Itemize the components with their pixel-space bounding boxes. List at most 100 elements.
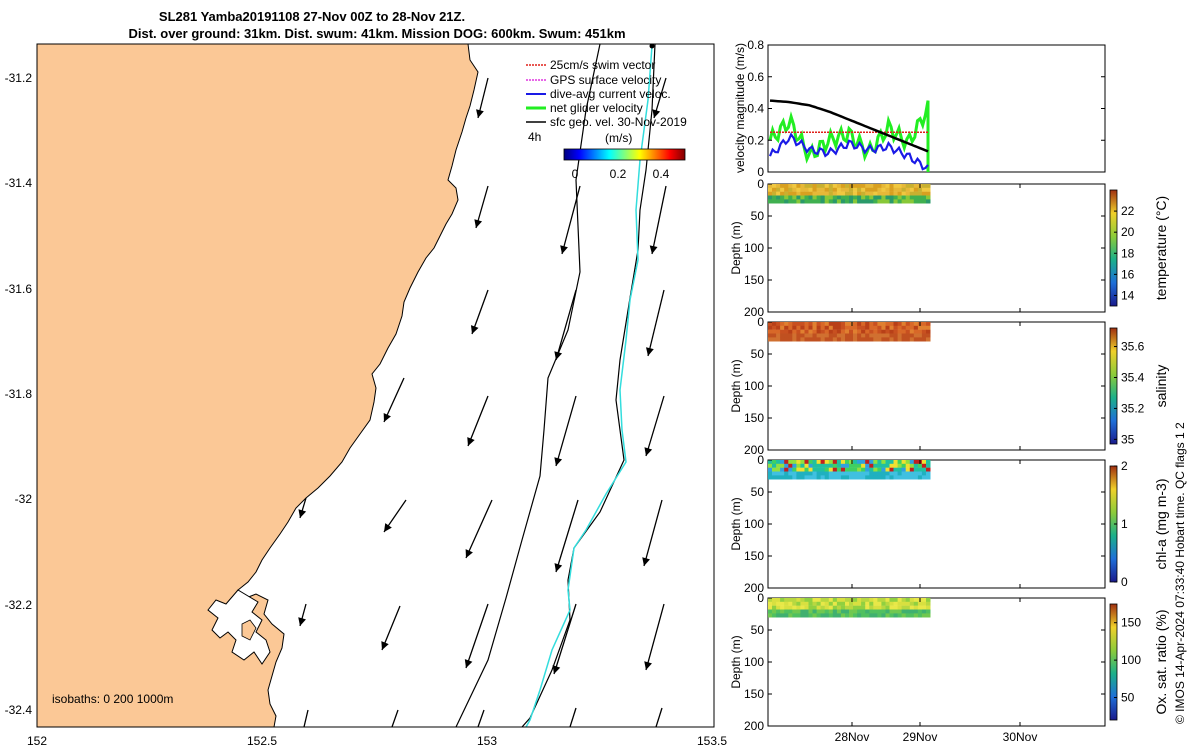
section-data-cell bbox=[861, 333, 866, 338]
section-data-cell bbox=[792, 199, 797, 204]
section-data-cell bbox=[816, 601, 822, 606]
section-data-cell bbox=[873, 195, 878, 200]
section-data-cell bbox=[780, 195, 785, 200]
section-data-cell bbox=[849, 325, 854, 330]
section-data-cell bbox=[808, 598, 813, 603]
section-data-cell bbox=[857, 325, 862, 330]
section-data-cell bbox=[812, 191, 817, 196]
section-data-cell bbox=[772, 609, 777, 614]
section-data-cell bbox=[921, 471, 927, 476]
section-data-cell bbox=[824, 187, 830, 192]
section-data-cell bbox=[768, 337, 773, 342]
section-data-cell bbox=[905, 601, 911, 606]
section-data-cell bbox=[889, 475, 894, 480]
legend-label-geo: sfc geo. vel. 30-Nov-2019 bbox=[550, 115, 687, 129]
section-data-cell bbox=[917, 195, 923, 200]
section-data-cell bbox=[853, 609, 858, 614]
velocity-y-tick: 0.8 bbox=[747, 38, 764, 52]
section-data-cell bbox=[796, 184, 801, 189]
geo-velocity-arrow bbox=[643, 499, 663, 567]
section-data-cell bbox=[832, 325, 838, 330]
isobath-200m bbox=[455, 44, 601, 727]
section-data-cell bbox=[780, 329, 785, 334]
geo-velocity-arrowhead bbox=[298, 617, 306, 626]
section-data-cell bbox=[792, 329, 797, 334]
section-data-cell bbox=[812, 601, 817, 606]
section-data-cell bbox=[926, 329, 931, 334]
colorbar-tick: 20 bbox=[1121, 225, 1135, 239]
section-data-cell bbox=[836, 605, 842, 610]
section-data-cell bbox=[849, 191, 854, 196]
section-data-cell bbox=[865, 463, 870, 468]
section-data-cell bbox=[828, 329, 834, 334]
section-data-cell bbox=[861, 601, 866, 606]
section-data-cell bbox=[885, 184, 890, 189]
geo-velocity-arrow bbox=[555, 289, 577, 361]
section-data-cell bbox=[812, 463, 817, 468]
section-data-cell bbox=[897, 184, 903, 189]
section-data-cell bbox=[853, 329, 858, 334]
section-data-cell bbox=[877, 471, 882, 476]
section-data-cell bbox=[917, 463, 923, 468]
section-data-cell bbox=[901, 337, 907, 342]
section-data-cell bbox=[913, 601, 919, 606]
section-data-cell bbox=[836, 195, 842, 200]
section-data-cell bbox=[840, 475, 846, 480]
section-data-cell bbox=[893, 613, 898, 618]
map-y-ticks: -31.2 -31.4 -31.6 -31.8 -32 -32.2 -32.4 bbox=[5, 71, 33, 717]
section-data-cell bbox=[840, 329, 846, 334]
section-data-cell bbox=[885, 598, 890, 603]
section-data-cell bbox=[820, 184, 826, 189]
section-data-cell bbox=[836, 333, 842, 338]
section-data-cell bbox=[865, 598, 870, 603]
section-data-cell bbox=[845, 195, 850, 200]
section-data-cell bbox=[877, 199, 882, 204]
section-data-cell bbox=[840, 609, 846, 614]
section-data-cell bbox=[877, 609, 882, 614]
section-x-tick: 29Nov bbox=[903, 730, 938, 744]
map-y-tick: -32.2 bbox=[5, 598, 33, 612]
section-data-cell bbox=[861, 337, 866, 342]
speed-colorbar-tick: 0 bbox=[572, 167, 579, 181]
section-data-cell bbox=[921, 322, 927, 327]
section-data-cell bbox=[897, 471, 903, 476]
colorbar-tick: 150 bbox=[1121, 616, 1141, 630]
section-data-cell bbox=[921, 187, 927, 192]
section-data-cell bbox=[913, 475, 919, 480]
section-data-cell bbox=[893, 322, 898, 327]
geo-velocity-arrowhead bbox=[298, 509, 307, 518]
section-data-cell bbox=[921, 184, 927, 189]
section-data-cell bbox=[796, 337, 801, 342]
section-data-cell bbox=[926, 467, 931, 472]
colorbar-tick: 16 bbox=[1121, 267, 1135, 281]
section-data-cell bbox=[788, 191, 793, 196]
section-data-cell bbox=[865, 322, 870, 327]
section-data-cell bbox=[772, 199, 777, 204]
speed-colorbar-tick: 0.2 bbox=[610, 167, 627, 181]
section-data-cell bbox=[796, 460, 801, 465]
section-data-cell bbox=[792, 184, 797, 189]
section-data-cell bbox=[804, 605, 809, 610]
section-data-cell bbox=[857, 333, 862, 338]
section-data-cell bbox=[804, 613, 809, 618]
section-data-cell bbox=[861, 184, 866, 189]
section-data-cell bbox=[788, 322, 793, 327]
title-line-2: Dist. over ground: 31km. Dist. swum: 41k… bbox=[128, 26, 625, 41]
section-data-cell bbox=[905, 187, 911, 192]
section-data-cell bbox=[776, 598, 781, 603]
section-data-cell bbox=[897, 598, 903, 603]
section-data-cell bbox=[853, 471, 858, 476]
section-data-cell bbox=[909, 329, 915, 334]
section-data-cell bbox=[824, 329, 830, 334]
section-data-cell bbox=[877, 195, 882, 200]
section-data-cell bbox=[800, 609, 805, 614]
section-data-cell bbox=[780, 322, 785, 327]
section-data-cell bbox=[853, 199, 858, 204]
section-data-cell bbox=[926, 463, 931, 468]
section-data-cell bbox=[832, 460, 838, 465]
section-data-cell bbox=[784, 184, 789, 189]
section-y-tick: 50 bbox=[751, 209, 765, 223]
section-data-cell bbox=[832, 184, 838, 189]
section-data-cell bbox=[804, 195, 809, 200]
section-data-cell bbox=[889, 605, 894, 610]
